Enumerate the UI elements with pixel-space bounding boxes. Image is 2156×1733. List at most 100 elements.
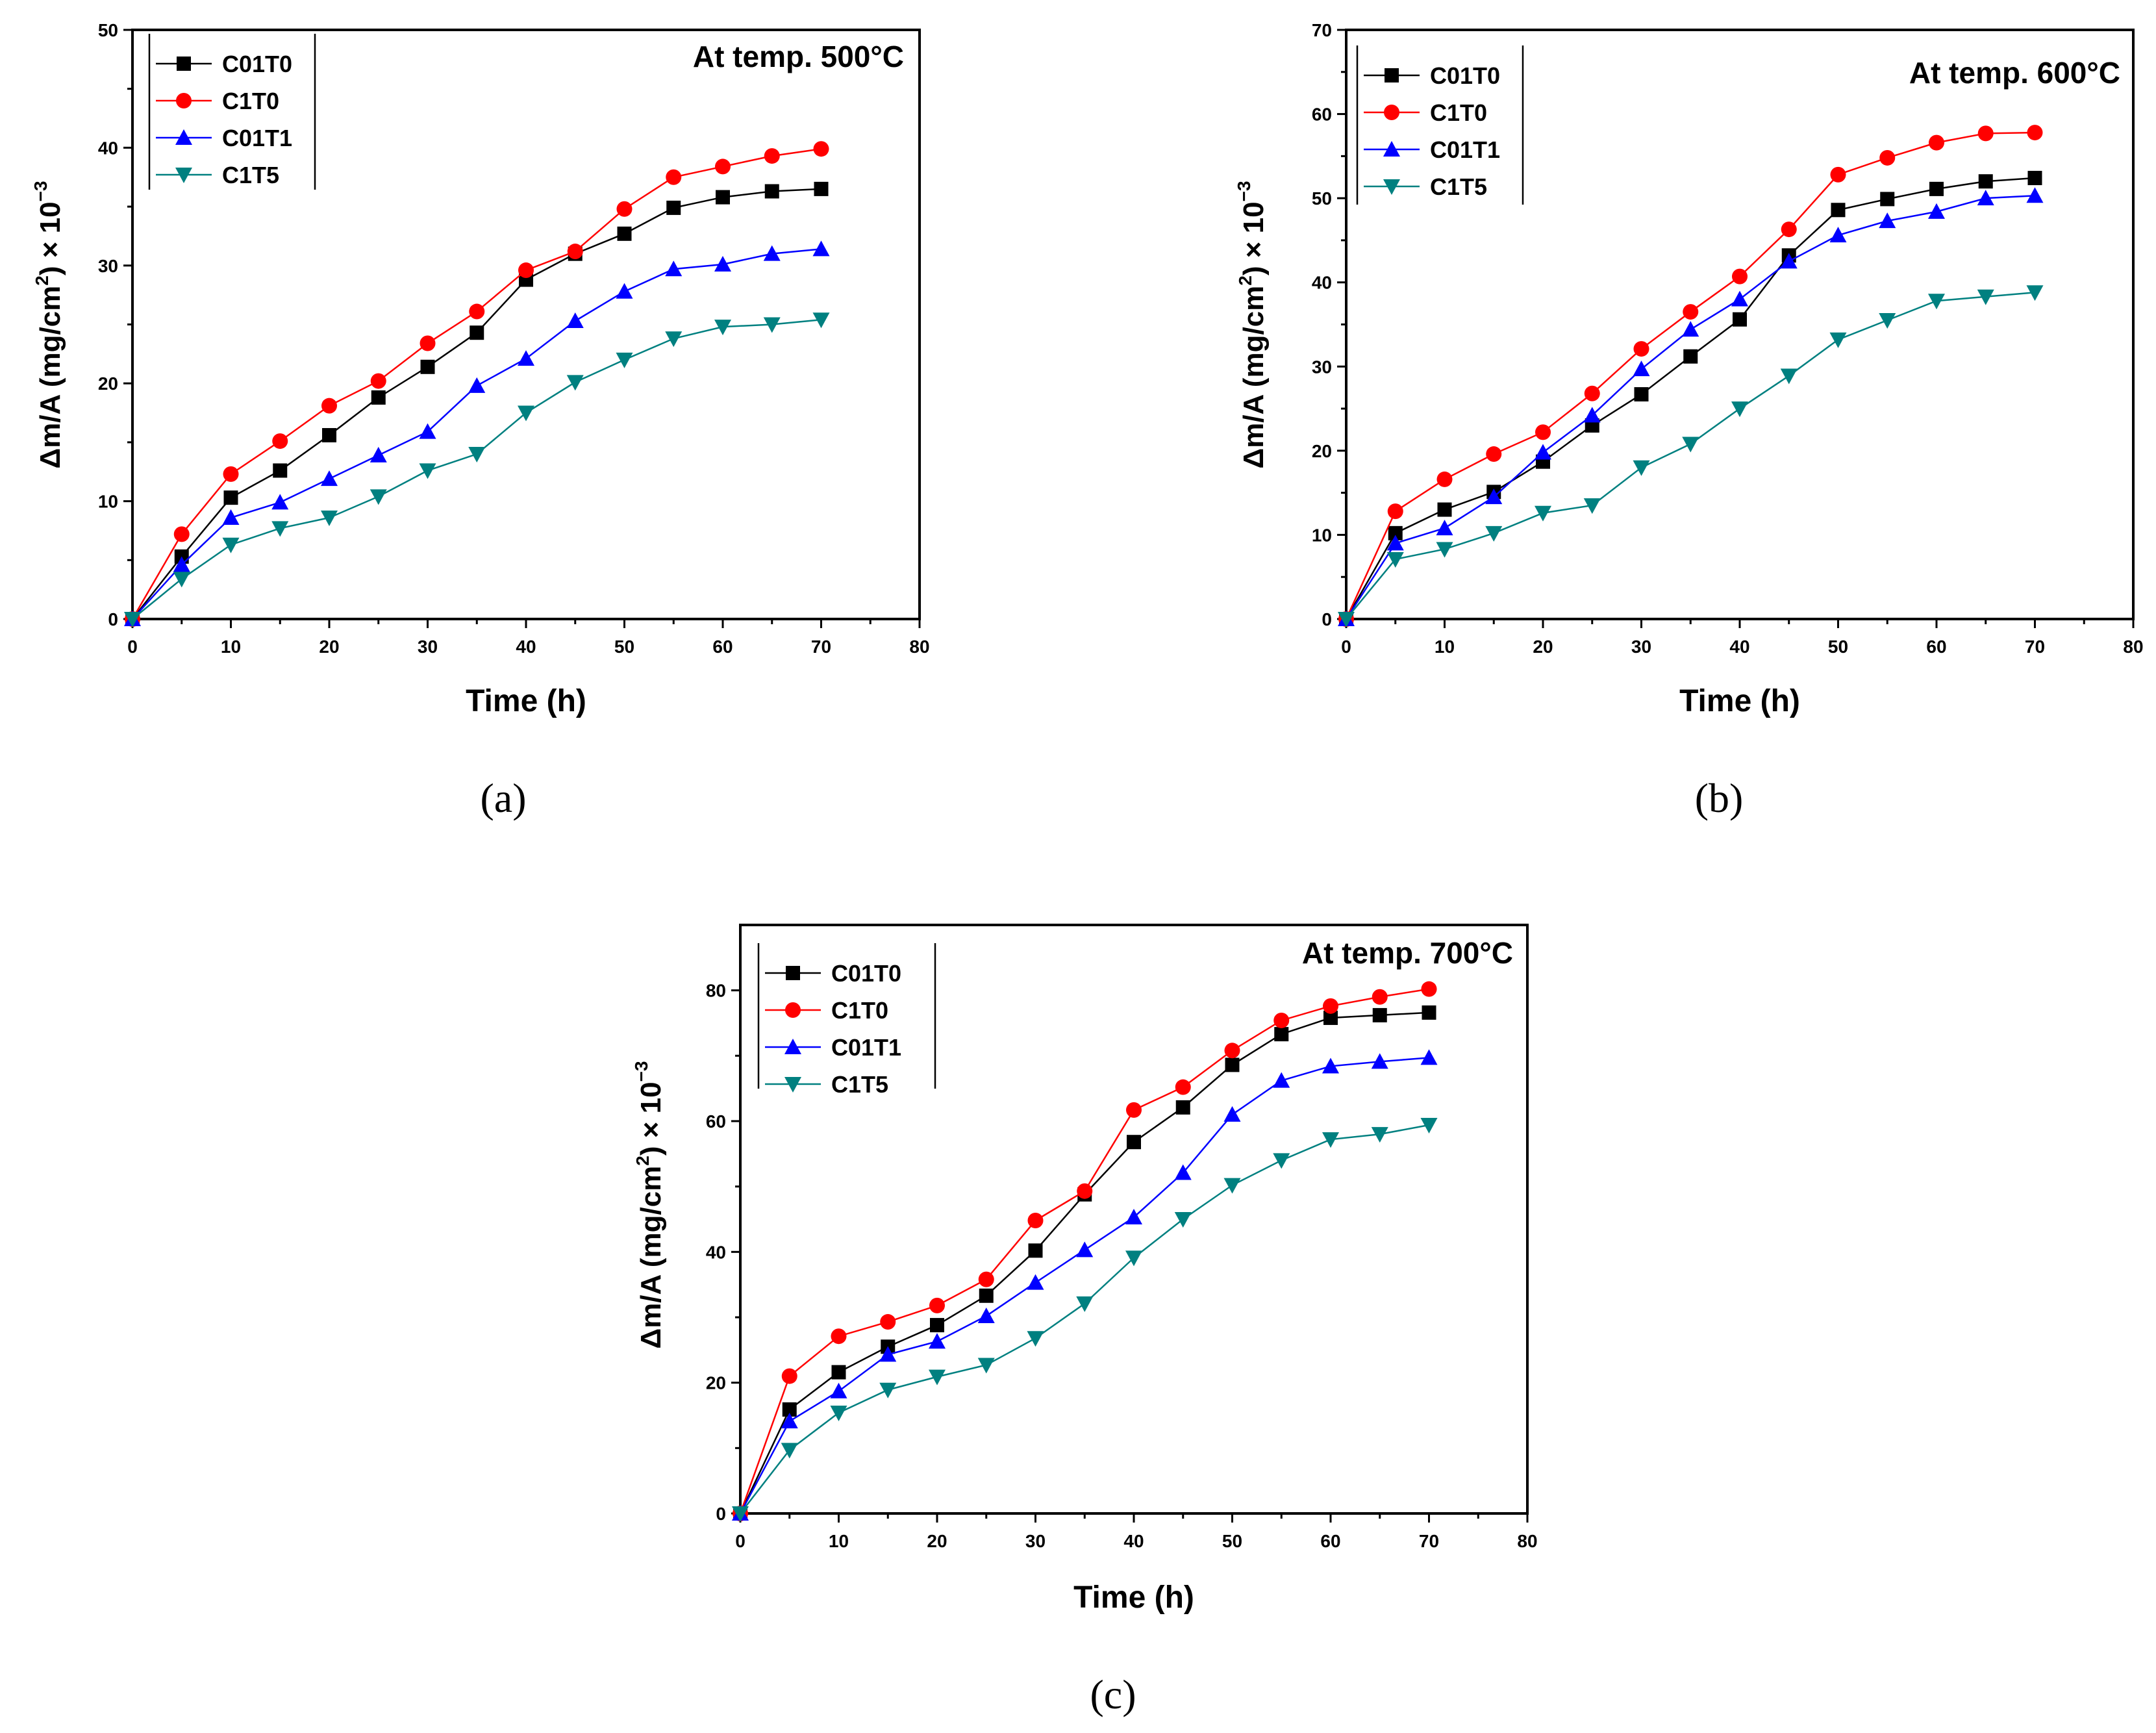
data-point-c01t1 [879,1346,897,1362]
data-point-c1t0 [1126,1102,1142,1118]
x-axis-label: Time (h) [466,684,586,718]
x-tick-label: 0 [1341,637,1351,657]
series-line-c01t1 [1345,195,2035,620]
data-point-c01t0 [1683,349,1698,364]
legend-marker-c1t5 [784,1077,801,1093]
data-point-c1t0 [1732,268,1748,285]
data-point-c01t1 [222,509,240,525]
data-point-c1t0 [1977,125,1994,142]
data-point-c01t0 [1831,203,1846,218]
data-point-c01t1 [1273,1072,1290,1088]
data-point-c01t1 [1420,1049,1438,1065]
data-point-c01t1 [1076,1241,1094,1258]
data-point-c1t0 [370,373,386,389]
data-point-c1t0 [1584,385,1600,401]
series-line-c01t0 [1345,177,2035,620]
x-tick-label: 40 [516,637,536,657]
y-tick-label: 0 [108,609,118,629]
data-point-c1t5 [1223,1178,1241,1194]
data-point-c01t1 [1731,290,1748,307]
x-tick-label: 50 [614,637,634,657]
data-point-c1t5 [830,1405,847,1421]
data-point-c1t5 [419,463,436,479]
data-point-c1t5 [1076,1296,1094,1312]
data-point-c1t5 [1436,542,1453,558]
data-point-c1t0 [321,398,337,414]
x-tick-label: 20 [319,637,339,657]
x-tick-label: 40 [1123,1531,1144,1551]
legend-label-c1t0: C1T0 [831,997,888,1024]
legend-label-c01t1: C01T1 [1430,136,1500,163]
data-point-c01t1 [1879,212,1896,229]
data-point-c01t1 [1633,361,1650,377]
data-point-c01t0 [1225,1057,1240,1072]
x-tick-label: 50 [1828,637,1848,657]
data-point-c01t1 [1829,227,1847,243]
data-point-c01t0 [930,1318,944,1333]
data-point-c01t1 [1027,1274,1044,1290]
data-point-c01t1 [321,470,338,487]
data-point-c1t5 [616,352,633,368]
data-point-c01t1 [929,1333,946,1349]
legend-label-c01t0: C01T0 [1430,62,1500,89]
data-point-c1t5 [566,375,584,391]
legend-label-c1t0: C1T0 [222,88,279,114]
x-tick-label: 80 [909,637,929,657]
data-point-c01t0 [2027,171,2042,186]
chart-title: At temp. 500°C [693,40,904,73]
data-point-c1t0 [1879,149,1896,166]
data-point-c1t5 [1371,1127,1388,1143]
data-point-c01t1 [2026,187,2044,203]
series-line-c1t5 [1346,292,2035,620]
data-point-c1t5 [1977,289,1994,305]
x-tick-label: 20 [1533,637,1553,657]
data-point-c01t1 [1780,253,1798,269]
x-tick-label: 30 [1025,1531,1046,1551]
data-point-c01t1 [977,1307,995,1323]
data-point-c01t0 [273,463,288,478]
data-point-c1t5 [1879,313,1896,329]
data-point-c01t1 [763,245,781,261]
data-point-c01t0 [1127,1135,1141,1150]
x-axis-label: Time (h) [1679,684,1800,718]
data-point-c1t5 [1174,1212,1192,1228]
data-point-c01t0 [666,200,681,215]
x-tick-label: 70 [811,637,831,657]
data-point-c1t5 [781,1443,798,1459]
data-point-c01t1 [830,1382,847,1398]
data-point-c1t0 [1077,1183,1093,1199]
series-line-c01t1 [739,1057,1429,1514]
data-point-c01t1 [1322,1057,1339,1074]
data-point-c01t0 [1929,181,1944,196]
data-point-c1t0 [1323,998,1338,1014]
legend-marker-c1t5 [1383,179,1400,195]
data-point-c01t0 [764,184,779,199]
data-point-c01t1 [468,377,486,393]
data-point-c1t5 [977,1358,995,1374]
data-point-c01t0 [1634,387,1649,402]
data-point-c1t5 [1535,505,1551,522]
data-point-c1t5 [665,331,683,348]
data-point-c1t5 [1125,1250,1142,1267]
data-point-c01t1 [1125,1208,1142,1224]
y-axis-label: Δm/A (mg/cm2) × 10−3 [631,1061,667,1348]
x-tick-label: 30 [1631,637,1651,657]
data-point-c01t1 [1682,321,1699,337]
x-tick-label: 70 [2025,637,2045,657]
data-point-c1t0 [567,244,583,260]
data-point-c01t1 [1977,190,1994,206]
data-point-c01t1 [812,240,830,257]
data-point-c01t0 [831,1365,846,1380]
data-point-c1t0 [978,1271,994,1287]
legend-marker-c01t0 [1385,68,1399,82]
legend-label-c01t0: C01T0 [831,960,901,987]
legend-label-c1t5: C1T5 [831,1071,888,1098]
chart-panel-1: 0 10 20 30 40 50 60 70 80 0 10 20 30 40 50 C01T0 C1T0 C01… [31,20,930,821]
chart-panel-3: 0 10 20 30 40 50 60 70 80 0 20 40 60 80 C01T0 C1T0 C01T1… [631,924,1538,1717]
data-point-c1t0 [1027,1213,1044,1229]
y-tick-label: 50 [1312,188,1332,209]
data-point-c01t1 [1436,520,1453,536]
data-point-c01t1 [419,423,436,439]
data-point-c1t5 [812,312,830,329]
data-point-c1t0 [880,1314,896,1330]
